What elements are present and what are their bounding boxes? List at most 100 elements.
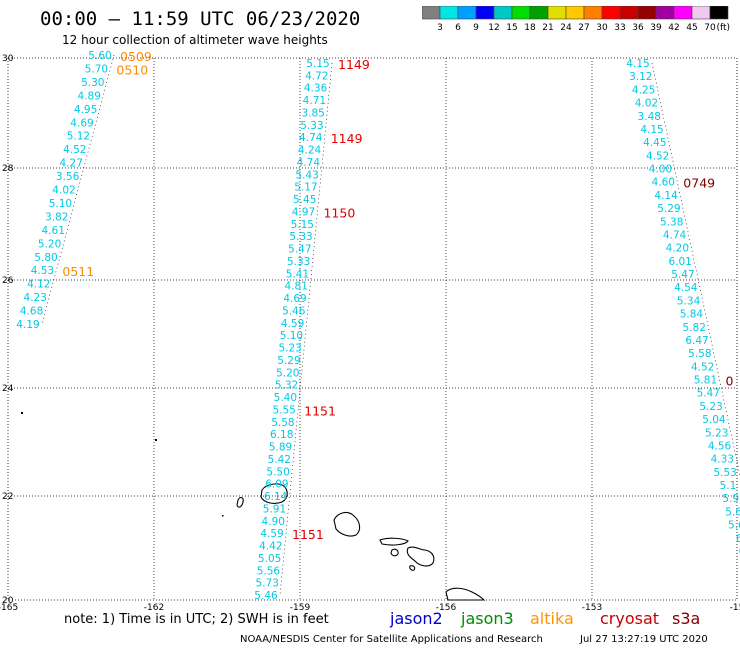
time-label: 0511 bbox=[62, 264, 94, 279]
swh-value: 5.58 bbox=[271, 417, 294, 429]
y-tick-label: 20 bbox=[2, 596, 14, 606]
swh-value: 4.89 bbox=[78, 90, 101, 102]
map-title: 00:00 — 11:59 UTC 06/23/2020 bbox=[40, 8, 361, 30]
swh-value: 5.91 bbox=[263, 503, 286, 515]
swh-value: 4.69 bbox=[70, 117, 93, 129]
swh-value: 4.33 bbox=[711, 454, 734, 466]
colorbar-label: 3 bbox=[437, 23, 443, 33]
swh-value: 6 bbox=[736, 533, 740, 545]
time-label: 0510 bbox=[116, 62, 148, 77]
swh-value: 5.9 bbox=[722, 493, 739, 505]
colorbar-label: 18 bbox=[524, 23, 536, 33]
swh-value: 5.41 bbox=[286, 268, 309, 280]
y-tick-label: 30 bbox=[2, 54, 14, 64]
swh-value: 3.12 bbox=[629, 71, 652, 83]
swh-value: 5.80 bbox=[34, 252, 57, 264]
colorbar-label: 9 bbox=[473, 23, 479, 33]
colorbar-label: 36 bbox=[632, 23, 644, 33]
footer-note: note: 1) Time is in UTC; 2) SWH is in fe… bbox=[64, 612, 329, 627]
map-speck bbox=[222, 515, 224, 517]
swh-value: 4.27 bbox=[60, 158, 83, 170]
swh-value: 5.20 bbox=[38, 238, 61, 250]
island-maui bbox=[406, 546, 435, 567]
swh-value: 5.34 bbox=[677, 295, 701, 307]
swh-value: 4.20 bbox=[666, 243, 689, 255]
swh-value: 5.84 bbox=[680, 309, 704, 321]
swh-value: 5.38 bbox=[660, 216, 683, 228]
swh-value: 4.74 bbox=[299, 132, 323, 144]
colorbar-label: 33 bbox=[614, 23, 625, 33]
swh-value: 5.15 bbox=[291, 219, 314, 231]
swh-value: 4.36 bbox=[304, 83, 328, 95]
swh-value: 5.29 bbox=[277, 355, 300, 367]
swh-value: 5.47 bbox=[288, 244, 311, 256]
time-label: 0 bbox=[725, 374, 733, 389]
time-label: 1149 bbox=[331, 131, 363, 146]
swh-value: 4.74 bbox=[663, 229, 687, 241]
y-tick-label: 28 bbox=[2, 164, 14, 174]
x-tick-label: -15 bbox=[730, 603, 740, 610]
swh-value: 5.82 bbox=[683, 322, 706, 334]
swh-value: 4.56 bbox=[708, 440, 732, 452]
swh-value: 5.73 bbox=[256, 578, 279, 590]
swh-value: 5.89 bbox=[269, 442, 292, 454]
swh-value: 5.23 bbox=[699, 401, 722, 413]
colorbar-label: 27 bbox=[578, 23, 589, 33]
altimeter-map: -165-162-159-156-153-153028262422205.605… bbox=[0, 49, 740, 610]
swh-value: 6.01 bbox=[668, 256, 691, 268]
swh-value: 4.23 bbox=[24, 292, 47, 304]
swh-value: 4.19 bbox=[16, 319, 39, 331]
swh-value: 4.59 bbox=[281, 318, 304, 330]
colorbar-label: 42 bbox=[668, 23, 679, 33]
swh-value: 4.12 bbox=[27, 279, 50, 291]
swh-value: 3.82 bbox=[45, 211, 68, 223]
colorbar-label: 15 bbox=[506, 23, 517, 33]
swh-value: 6 bbox=[739, 546, 740, 558]
swh-value: 5.42 bbox=[268, 454, 291, 466]
swh-value: 5.10 bbox=[280, 330, 303, 342]
legend-jason3: jason3 bbox=[461, 609, 514, 628]
swh-value: 5.33 bbox=[300, 120, 323, 132]
swh-value: 4.54 bbox=[674, 282, 698, 294]
x-tick-label: -165 bbox=[0, 603, 18, 610]
swh-value: 4.74 bbox=[297, 157, 321, 169]
swh-value: 4.95 bbox=[74, 104, 97, 116]
x-tick-label: -162 bbox=[144, 603, 164, 610]
island-lanai bbox=[390, 548, 399, 557]
swh-value: 5.32 bbox=[275, 380, 298, 392]
swh-value: 4.14 bbox=[654, 190, 678, 202]
swh-value: 4.52 bbox=[691, 361, 714, 373]
swh-value: 5.10 bbox=[49, 198, 72, 210]
legend-jason2: jason2 bbox=[390, 609, 443, 628]
swh-value: 5.55 bbox=[272, 404, 295, 416]
swh-value: 5.23 bbox=[278, 343, 301, 355]
swh-value: 6.09 bbox=[265, 479, 288, 491]
swh-value: 4.15 bbox=[626, 58, 649, 70]
time-label: 1151 bbox=[292, 527, 324, 542]
x-tick-label: -159 bbox=[290, 603, 311, 610]
swh-value: 5.29 bbox=[657, 203, 680, 215]
footer-date: Jul 27 13:27:19 UTC 2020 bbox=[580, 634, 708, 645]
legend-cryosat: cryosat bbox=[600, 609, 660, 628]
swh-value: 5.47 bbox=[671, 269, 694, 281]
swh-value: 4.71 bbox=[303, 95, 326, 107]
swh-value: 5.70 bbox=[85, 63, 108, 75]
swh-value: 4.52 bbox=[63, 144, 86, 156]
map-subtitle: 12 hour collection of altimeter wave hei… bbox=[62, 33, 328, 47]
swh-value: 5.56 bbox=[257, 565, 281, 577]
swh-value: 4.42 bbox=[259, 541, 282, 553]
swh-value: 5.50 bbox=[266, 466, 289, 478]
swh-value: 4.68 bbox=[20, 306, 43, 318]
swh-value: 4.61 bbox=[42, 225, 65, 237]
swh-value: 4.15 bbox=[640, 124, 663, 136]
swh-value: 5.6 bbox=[725, 506, 740, 518]
time-label: 1149 bbox=[338, 57, 370, 72]
swh-value: 3.85 bbox=[301, 107, 324, 119]
colorbar-label: 39 bbox=[650, 23, 662, 33]
swh-value: 5.46 bbox=[254, 590, 278, 602]
swh-value: 4.59 bbox=[260, 528, 283, 540]
swh-value: 4.02 bbox=[635, 98, 658, 110]
colorbar-label: 45 bbox=[686, 23, 697, 33]
swh-value: 5.81 bbox=[694, 375, 717, 387]
swh-value: 4.81 bbox=[285, 281, 308, 293]
